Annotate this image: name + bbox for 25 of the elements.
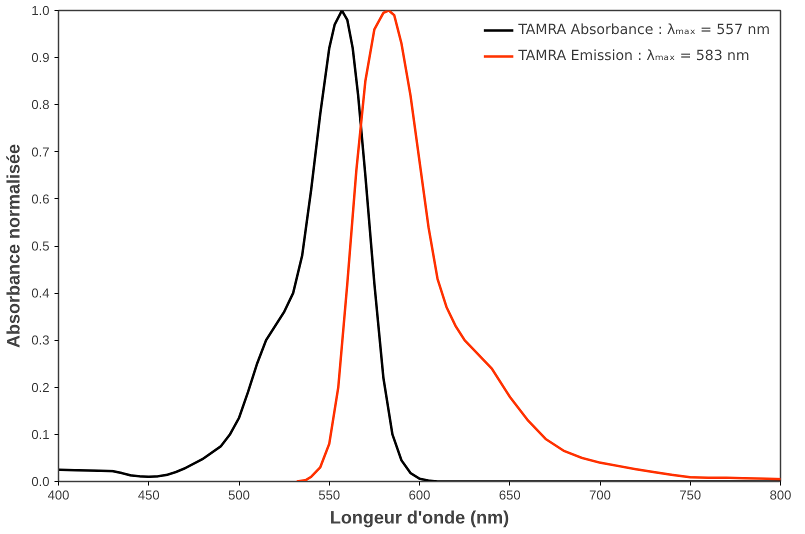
y-tick-label: 0.3 [31, 332, 50, 348]
y-tick-label: 0.8 [31, 97, 50, 112]
x-tick-label: 450 [138, 488, 160, 502]
x-tick-label: 500 [228, 488, 250, 502]
x-axis-title: Longeur d'onde (nm) [330, 508, 510, 528]
legend-label: TAMRA Emission : λₘₐₓ = 583 nm [518, 48, 750, 64]
y-tick-label: 1.0 [31, 3, 50, 18]
x-tick-label: 650 [498, 488, 521, 502]
y-tick-label: 0.2 [31, 380, 50, 395]
line-series [296, 10, 780, 482]
y-tick-label: 0.4 [31, 286, 50, 301]
legend-label: TAMRA Absorbance : λₘₐₓ = 557 nm [518, 22, 770, 38]
y-tick-label: 0.0 [31, 474, 50, 489]
x-tick-label: 700 [589, 488, 611, 502]
y-tick-label: 0.5 [31, 238, 50, 254]
y-tick-label: 0.6 [31, 191, 50, 206]
y-tick-label: 0.1 [31, 426, 50, 442]
y-tick-label: 0.7 [31, 144, 50, 160]
x-tick-label: 750 [679, 488, 702, 502]
x-tick-label: 800 [770, 488, 792, 502]
y-tick-label: 0.9 [31, 50, 50, 66]
x-tick-label: 400 [48, 488, 70, 502]
y-axis-title: Absorbance normalisée [3, 144, 24, 348]
x-tick-label: 600 [408, 488, 430, 502]
x-tick-label: 550 [318, 488, 340, 502]
